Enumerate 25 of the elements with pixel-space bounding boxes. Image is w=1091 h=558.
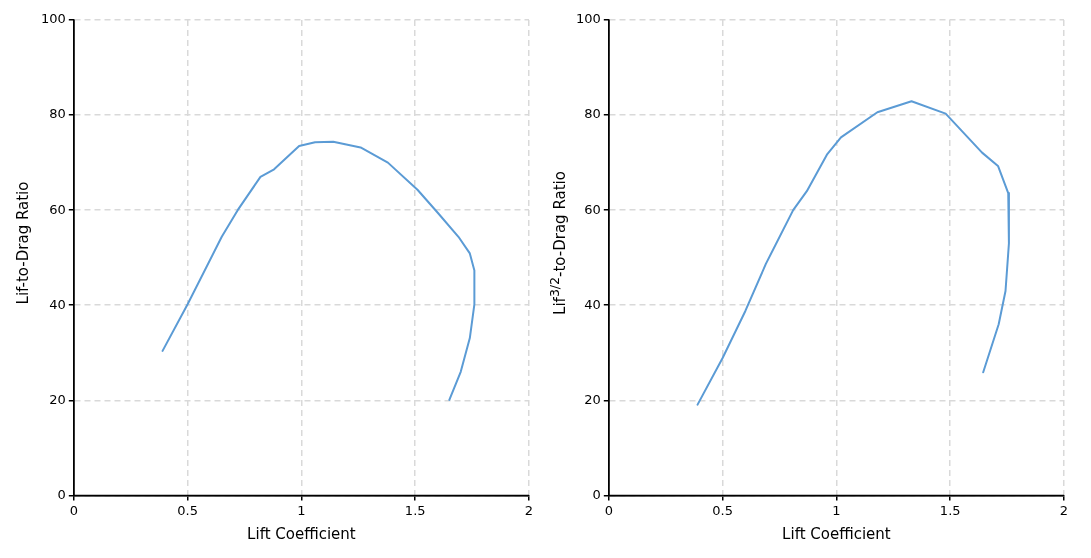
x-axis-title: Lift Coefficient [782,524,891,543]
y-tick-label: 40 [49,296,66,312]
y-tick-label: 0 [592,486,601,502]
x-tick-label: 2 [1059,502,1069,518]
x-tick-label: 1 [832,502,841,518]
y-tick-label: 60 [584,201,601,217]
y-tick-label: 0 [57,486,66,502]
x-tick-label: 1 [297,502,306,518]
x-tick-label: 2 [524,502,534,518]
y-tick-label: 80 [49,106,66,122]
y-tick-label: 40 [584,296,601,312]
y-tick-label: 20 [584,391,601,407]
x-tick-label: 0 [604,502,613,518]
y-tick-label: 60 [49,201,66,217]
x-tick-label: 1.5 [404,502,426,518]
x-tick-label: 0 [69,502,78,518]
x-axis-title: Lift Coefficient [247,524,356,543]
y-tick-label: 20 [49,391,66,407]
y-tick-label: 100 [40,11,66,27]
x-tick-label: 0.5 [177,502,198,518]
x-tick-label: 1.5 [939,502,961,518]
x-tick-label: 0.5 [712,502,733,518]
y-tick-label: 80 [584,106,601,122]
y-tick-label: 100 [575,11,601,27]
y-axis-title: Lif-to-Drag Ratio [14,181,33,305]
